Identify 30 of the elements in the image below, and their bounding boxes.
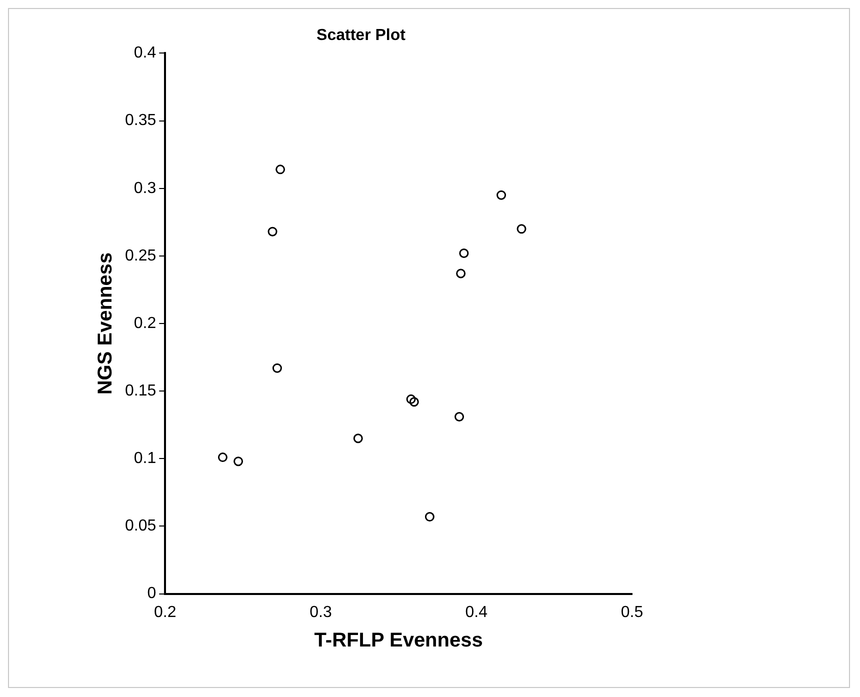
y-axis-title: NGS Evenness — [94, 252, 117, 395]
x-tick-label: 0.4 — [465, 604, 488, 621]
point — [409, 397, 419, 407]
chart-title: Scatter Plot — [316, 27, 406, 44]
x-tick-label: 0.5 — [620, 604, 644, 621]
y-tick-label: 0.25 — [125, 247, 156, 264]
y-tick-label: 0.35 — [125, 112, 156, 130]
x-tick-label: 0.2 — [154, 604, 176, 621]
y-tick-label: 0 — [147, 585, 156, 602]
point — [276, 164, 286, 174]
point — [272, 363, 282, 373]
y-tick-label: 0.1 — [134, 450, 156, 468]
y-tick-label: 0.15 — [125, 382, 156, 400]
point — [406, 394, 416, 404]
y-tick-label: 0.05 — [125, 518, 156, 535]
point — [218, 452, 228, 462]
point — [424, 512, 434, 522]
point — [516, 224, 526, 234]
x-tick-label: 0.3 — [310, 604, 332, 621]
point — [234, 456, 244, 466]
point — [456, 268, 466, 278]
point — [353, 434, 363, 444]
y-tick-label: 0.3 — [134, 180, 156, 197]
y-tick-label: 0.2 — [134, 314, 156, 332]
x-axis-title: T-RFLP Evenness — [314, 630, 483, 652]
point — [268, 226, 278, 236]
point — [459, 248, 469, 258]
point — [454, 412, 464, 422]
y-tick-label: 0.4 — [134, 44, 156, 62]
point — [496, 190, 506, 200]
